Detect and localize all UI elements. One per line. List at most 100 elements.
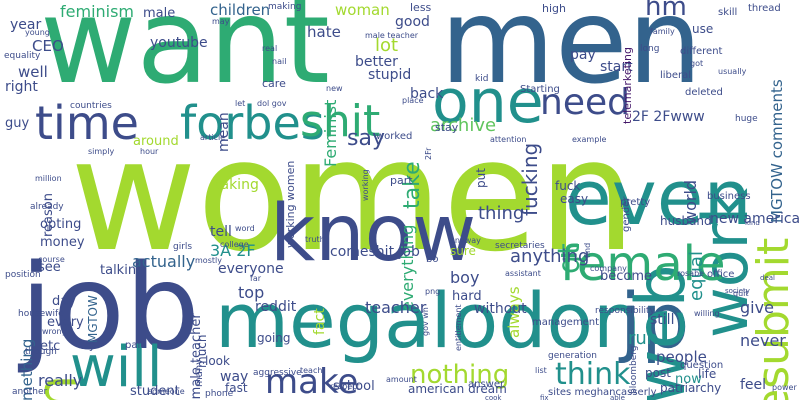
word-2fr: 2Fr <box>424 147 433 160</box>
word-countries: countries <box>70 101 112 111</box>
word-american-dream: american dream <box>408 382 507 396</box>
word-ceo: CEO <box>32 37 64 55</box>
word-find: find <box>583 242 592 258</box>
word-youtube: youtube <box>150 35 208 51</box>
word-another: another <box>12 387 48 397</box>
word-without: without <box>474 301 527 317</box>
word-feel: feel <box>740 377 767 393</box>
word-post: post <box>645 366 671 380</box>
word-sites-meghancasserly: sites meghancasserly <box>548 387 657 398</box>
word-gender: gender <box>621 196 632 232</box>
word-2f-2fwww: 2F 2Fwww <box>632 109 705 125</box>
word-power: power <box>772 383 797 392</box>
word-simply: simply <box>88 147 115 156</box>
word-company: company <box>590 264 627 273</box>
word-course: course <box>38 255 65 264</box>
word-mostly: mostly <box>195 256 222 265</box>
word-secretaries: secretaries <box>495 241 545 251</box>
word-time: time <box>35 96 139 150</box>
word-fix: fix <box>540 394 549 400</box>
word-already: already <box>30 202 64 212</box>
word-though: though <box>25 347 57 357</box>
word-kid: kid <box>475 74 489 84</box>
word-hate: hate <box>307 23 341 41</box>
word-young: young <box>25 28 50 37</box>
word-different: different <box>680 46 723 57</box>
word-student: student <box>130 384 180 399</box>
word-boy: boy <box>450 268 480 287</box>
word-feminist: Feminist <box>321 99 340 167</box>
word-female: female <box>560 236 726 292</box>
word-hour: hour <box>140 147 159 156</box>
word-liberal: liberal <box>660 70 692 81</box>
word-business: business <box>707 191 751 202</box>
word-men: men <box>440 0 703 110</box>
word-attention: attention <box>490 135 527 144</box>
word-stupid: stupid <box>368 67 412 83</box>
word-husband: husband <box>660 214 712 228</box>
word-use: use <box>692 22 714 36</box>
word-working: working <box>361 169 370 201</box>
word-question: question <box>680 360 724 371</box>
word-thread: thread <box>748 3 781 14</box>
word-really: really <box>38 371 83 390</box>
word-day: day <box>52 294 76 309</box>
word-say: say <box>347 126 385 151</box>
word-male: male <box>143 6 176 21</box>
word-paid: paid <box>125 340 147 351</box>
word-kind: kind <box>745 219 760 227</box>
word-telemarketing: telemarketing <box>621 47 634 124</box>
word-making: making <box>268 2 302 12</box>
word-feminism: feminism <box>60 2 135 21</box>
word-jp: jp <box>620 276 690 365</box>
word-high: high <box>542 2 566 15</box>
word-png: png <box>425 287 441 296</box>
word-let: let <box>235 99 246 108</box>
word-position: position <box>5 270 41 280</box>
word-need: need <box>540 82 630 123</box>
word-women: women <box>70 105 637 286</box>
word-answer: answer <box>468 379 505 390</box>
word-nothing: nothing <box>410 360 510 390</box>
word-deleted: deleted <box>685 87 723 98</box>
word-girls: girls <box>173 242 193 252</box>
word-actually: actually <box>132 252 196 271</box>
word-deal: deal <box>760 274 775 282</box>
word-try: try <box>80 339 96 352</box>
word-worked: worked <box>376 131 413 142</box>
word-long: long <box>640 44 660 54</box>
word-huge: huge <box>735 114 758 124</box>
word-reddit: reddit <box>255 299 297 315</box>
word-someone: someone <box>148 387 185 396</box>
word-bo: bo <box>426 254 439 265</box>
word-mgtow: MGTOW <box>86 295 100 343</box>
word-patriarchy: patriarchy <box>660 381 722 395</box>
word-nail: nail <box>272 57 287 66</box>
word-part: part <box>390 174 413 187</box>
word-willing: willing <box>694 309 720 318</box>
word-easy: easy <box>560 192 589 206</box>
word-responsibility: responsibility <box>595 306 655 316</box>
word-fast: fast <box>225 381 248 395</box>
word-wrong: wrong <box>42 327 67 336</box>
word-amount: amount <box>386 375 417 384</box>
word-put: put <box>474 168 488 188</box>
word-anyway: anyway <box>450 236 481 245</box>
word-tell: tell <box>210 224 232 240</box>
word-example: example <box>572 135 607 144</box>
word-talking: talking <box>100 263 145 278</box>
word-start: start <box>600 59 633 75</box>
word-everyone: everyone <box>218 261 284 277</box>
word-even: even <box>565 153 752 242</box>
word-teach: teach <box>300 366 323 375</box>
word-dol-gov: dol gov <box>257 99 287 108</box>
word-archive: archive <box>430 115 497 136</box>
word-cook: cook <box>485 394 502 400</box>
word-college: college <box>220 240 249 249</box>
word-never: never <box>740 331 786 350</box>
word-less: less <box>410 1 432 14</box>
word-got: got <box>690 59 704 68</box>
word-may: may <box>212 17 230 26</box>
word-starting: Starting <box>520 84 560 95</box>
